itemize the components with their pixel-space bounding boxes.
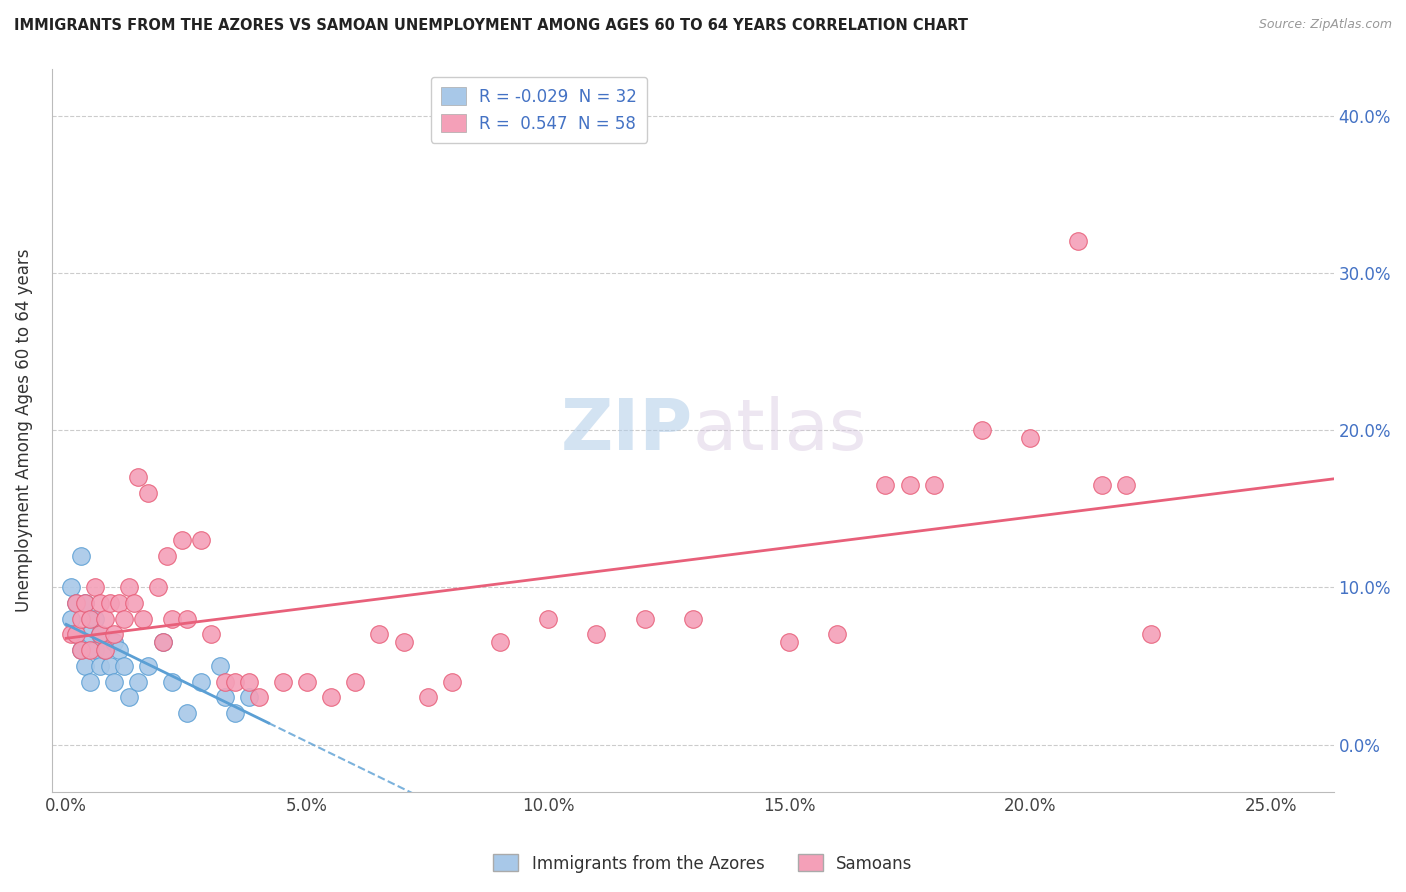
Point [238,674,260,689]
Y-axis label: Unemployment Among Ages 60 to 64 years: Unemployment Among Ages 60 to 64 years [15,248,32,612]
Point [392,635,415,649]
Point [94,643,117,657]
Point [75,659,97,673]
Point [118,580,141,594]
Text: atlas: atlas [693,396,868,465]
Point [79,612,101,626]
Text: Source: ZipAtlas.com: Source: ZipAtlas.com [1258,18,1392,31]
Point [75,596,97,610]
Point [94,612,117,626]
Point [898,478,921,492]
Legend: Immigrants from the Azores, Samoans: Immigrants from the Azores, Samoans [486,847,920,880]
Point [190,533,212,548]
Point [79,643,101,657]
Point [136,659,159,673]
Point [585,627,607,641]
Point [160,612,183,626]
Point [200,627,222,641]
Point [682,612,704,626]
Point [136,486,159,500]
Point [152,635,174,649]
Point [416,690,439,705]
Point [98,659,121,673]
Point [537,612,560,626]
Point [238,690,260,705]
Point [247,690,270,705]
Point [84,580,107,594]
Point [1091,478,1114,492]
Point [79,627,101,641]
Point [112,612,135,626]
Point [440,674,463,689]
Point [69,643,91,657]
Text: IMMIGRANTS FROM THE AZORES VS SAMOAN UNEMPLOYMENT AMONG AGES 60 TO 64 YEARS CORR: IMMIGRANTS FROM THE AZORES VS SAMOAN UNE… [14,18,969,33]
Point [103,627,125,641]
Point [1115,478,1137,492]
Point [103,635,125,649]
Point [170,533,193,548]
Point [69,612,91,626]
Point [65,596,87,610]
Point [65,627,87,641]
Point [1067,235,1090,249]
Point [176,612,198,626]
Point [368,627,391,641]
Point [214,690,236,705]
Point [160,674,183,689]
Point [214,674,236,689]
Point [89,596,111,610]
Point [60,580,83,594]
Point [321,690,343,705]
Point [108,643,131,657]
Point [295,674,318,689]
Point [89,627,111,641]
Point [89,627,111,641]
Point [84,643,107,657]
Point [94,643,117,657]
Point [60,612,83,626]
Point [84,612,107,626]
Point [633,612,655,626]
Point [156,549,179,563]
Point [79,612,101,626]
Point [132,612,155,626]
Point [128,470,150,484]
Point [152,635,174,649]
Point [825,627,848,641]
Point [970,423,993,437]
Point [60,627,83,641]
Point [778,635,800,649]
Point [75,596,97,610]
Point [224,674,246,689]
Legend: R = -0.029  N = 32, R =  0.547  N = 58: R = -0.029 N = 32, R = 0.547 N = 58 [430,77,647,143]
Text: ZIP: ZIP [561,396,693,465]
Point [89,659,111,673]
Point [489,635,512,649]
Point [271,674,294,689]
Point [69,643,91,657]
Point [103,674,125,689]
Point [146,580,169,594]
Point [122,596,145,610]
Point [98,596,121,610]
Point [128,674,150,689]
Point [176,706,198,720]
Point [79,674,101,689]
Point [108,596,131,610]
Point [1139,627,1161,641]
Point [112,659,135,673]
Point [1019,431,1042,445]
Point [118,690,141,705]
Point [65,627,87,641]
Point [69,549,91,563]
Point [875,478,897,492]
Point [65,596,87,610]
Point [922,478,945,492]
Point [344,674,367,689]
Point [190,674,212,689]
Point [224,706,246,720]
Point [209,659,232,673]
